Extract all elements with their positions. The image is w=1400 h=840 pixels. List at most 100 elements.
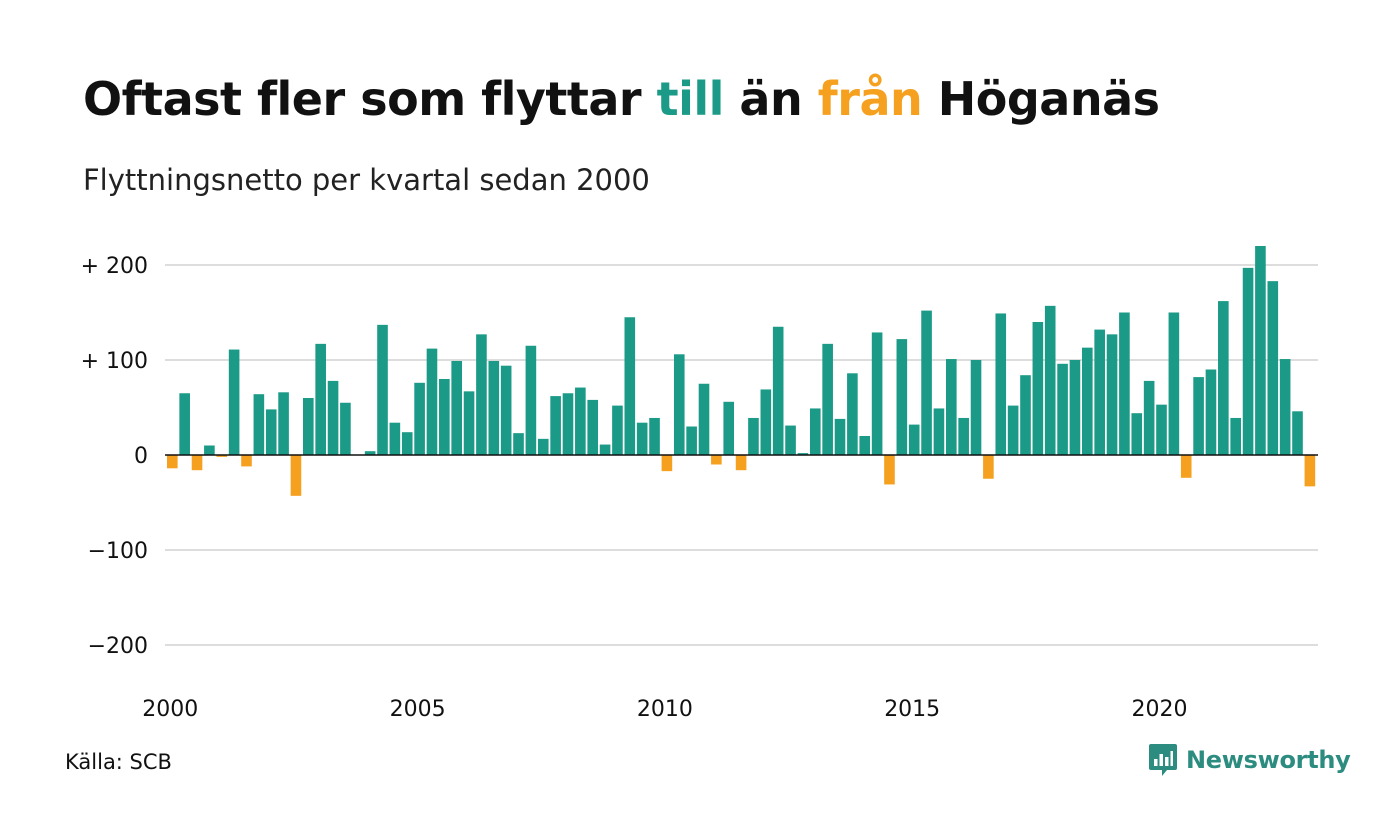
- bar-2005-q4: [451, 360, 462, 455]
- bar-2010-q2: [673, 354, 685, 455]
- bar-2021-q3: [1230, 417, 1241, 455]
- bar-2016-q1: [958, 417, 969, 455]
- bar-2009-q1: [612, 405, 623, 455]
- bar-2006-q2: [476, 334, 487, 455]
- bar-2007-q3: [537, 438, 549, 455]
- x-tick-label: 2005: [390, 697, 446, 722]
- bar-2016-q3: [983, 455, 994, 479]
- bar-2020-q2: [1168, 312, 1180, 455]
- bar-2016-q2: [970, 360, 982, 455]
- y-tick-label: + 100: [81, 349, 148, 374]
- bar-2021-q4: [1242, 267, 1254, 455]
- bar-2001-q4: [253, 394, 265, 455]
- bar-2019-q3: [1131, 413, 1143, 455]
- title-part-2: än: [723, 72, 818, 126]
- bar-2013-q1: [809, 408, 821, 455]
- bar-2011-q4: [748, 417, 759, 455]
- bar-chart-badge-icon: [1149, 744, 1177, 776]
- bar-2018-q4: [1094, 329, 1105, 455]
- bar-2021-q1: [1205, 369, 1217, 455]
- bar-2016-q4: [995, 313, 1007, 455]
- bar-2002-q2: [278, 392, 289, 455]
- bar-2018-q3: [1082, 347, 1093, 455]
- bar-2006-q3: [488, 360, 500, 455]
- newsworthy-logo: Newsworthy: [1148, 742, 1351, 778]
- bar-2017-q2: [1020, 375, 1031, 455]
- bar-2011-q3: [735, 455, 747, 471]
- bar-2012-q3: [785, 425, 796, 455]
- bar-2005-q2: [426, 348, 438, 455]
- bar-2019-q1: [1106, 334, 1118, 455]
- title-negative-word: från: [817, 72, 923, 126]
- bar-2012-q4: [797, 453, 809, 455]
- y-tick-label: −200: [88, 634, 148, 659]
- logo-text: Newsworthy: [1186, 746, 1351, 774]
- bar-2015-q1: [908, 424, 920, 455]
- bar-2005-q1: [414, 382, 425, 455]
- title-part-1: Oftast fler som flyttar: [83, 72, 657, 126]
- title-positive-word: till: [656, 72, 725, 126]
- bar-2023-q1: [1304, 455, 1316, 487]
- bar-2010-q1: [661, 455, 673, 472]
- y-tick-label: −100: [88, 539, 148, 564]
- bar-2014-q2: [871, 332, 883, 455]
- bar-2011-q2: [723, 401, 735, 455]
- bar-2009-q2: [624, 317, 636, 455]
- x-tick-label: 2020: [1132, 697, 1188, 722]
- bar-2007-q1: [513, 433, 524, 455]
- bar-2008-q4: [599, 444, 611, 455]
- bar-2009-q4: [649, 417, 660, 455]
- bar-2004-q4: [401, 432, 413, 455]
- bar-2012-q1: [760, 389, 772, 455]
- source-label: Källa: SCB: [65, 750, 172, 774]
- bar-2017-q4: [1044, 305, 1056, 455]
- bar-2022-q1: [1255, 246, 1266, 455]
- bar-2006-q1: [463, 391, 475, 455]
- bar-2001-q2: [228, 349, 240, 455]
- bar-2004-q3: [389, 422, 401, 455]
- title-part-3: Höganäs: [922, 72, 1160, 126]
- bar-2000-q2: [179, 393, 190, 455]
- bar-2004-q1: [364, 451, 376, 455]
- bar-2013-q3: [834, 418, 846, 455]
- bar-2011-q1: [711, 455, 722, 465]
- bar-2014-q4: [896, 339, 908, 455]
- bar-2007-q4: [550, 396, 561, 455]
- bar-2022-q3: [1279, 359, 1291, 455]
- x-axis-ticks: 2000 2005 2010 2015 2020: [142, 697, 1187, 722]
- bar-2021-q2: [1218, 301, 1229, 455]
- bar-2008-q3: [587, 399, 599, 455]
- bar-2004-q2: [377, 324, 388, 455]
- chart-subtitle: Flyttningsnetto per kvartal sedan 2000: [83, 163, 650, 197]
- bar-2020-q4: [1193, 377, 1204, 455]
- bar-2015-q2: [921, 310, 932, 455]
- bar-2003-q2: [327, 380, 339, 455]
- bar-2008-q1: [562, 393, 574, 455]
- bar-2010-q3: [686, 426, 697, 455]
- bar-2014-q1: [859, 436, 871, 455]
- bar-2002-q4: [303, 398, 314, 455]
- bar-2007-q2: [525, 345, 537, 455]
- bar-2003-q1: [315, 343, 326, 455]
- bar-2000-q4: [204, 445, 215, 455]
- bar-2012-q2: [772, 326, 784, 455]
- bar-2015-q4: [946, 359, 957, 455]
- bar-2017-q1: [1007, 405, 1019, 455]
- x-tick-label: 2010: [637, 697, 693, 722]
- bar-2013-q4: [847, 373, 858, 455]
- bar-2002-q1: [265, 409, 277, 455]
- bar-2015-q3: [933, 408, 945, 455]
- bar-2019-q4: [1143, 380, 1155, 455]
- bar-2017-q3: [1032, 322, 1044, 455]
- y-tick-label: + 200: [81, 254, 148, 279]
- bar-2000-q3: [191, 455, 203, 471]
- bar-2000-q1: [167, 455, 178, 469]
- bar-2008-q2: [575, 387, 586, 455]
- bar-2009-q3: [636, 422, 648, 455]
- bar-2006-q4: [500, 365, 512, 455]
- bars: [167, 246, 1316, 496]
- bar-2010-q4: [698, 383, 710, 455]
- bar-2018-q2: [1069, 360, 1081, 455]
- y-tick-label: 0: [134, 444, 148, 469]
